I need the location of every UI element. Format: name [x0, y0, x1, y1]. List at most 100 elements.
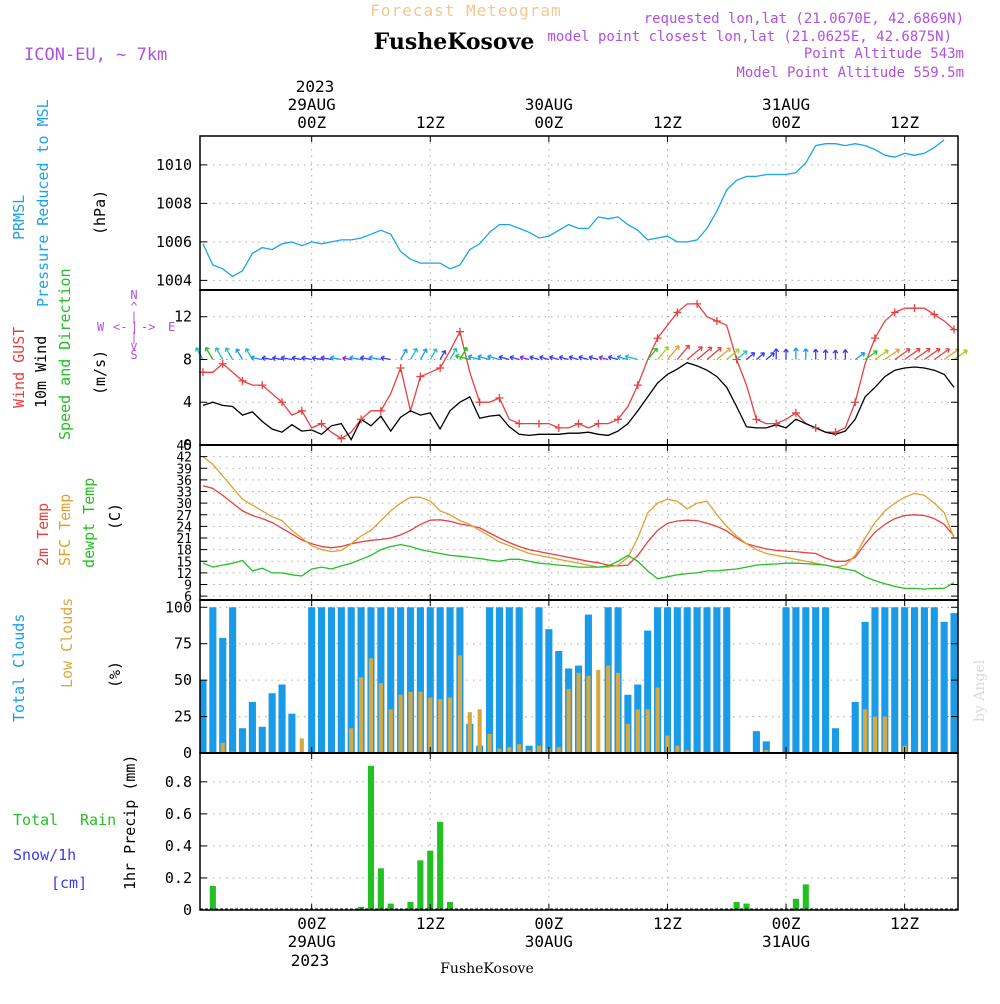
total-clouds-bar [347, 607, 355, 753]
low-clouds-bar [418, 691, 423, 753]
total-clouds-bar [683, 607, 691, 753]
gust-marker [851, 398, 860, 407]
total-clouds-bar [525, 745, 533, 753]
total-clouds-bar [308, 607, 316, 753]
total-clouds-bar [930, 607, 938, 753]
wind-direction-arrow [204, 346, 214, 360]
total-clouds-bar [545, 629, 553, 753]
total-clouds-bar [891, 607, 899, 753]
y-tick-label: 27 [176, 509, 192, 524]
low-clouds-bar [536, 745, 542, 753]
gust-marker [950, 325, 959, 334]
total-clouds-bar [782, 607, 790, 753]
total-clouds-bar [693, 607, 701, 753]
precip-bar [377, 868, 384, 910]
total-clouds-bar [644, 630, 652, 753]
y-tick-label: 1006 [156, 233, 192, 251]
wind-direction-arrow [330, 355, 342, 361]
total-clouds-bar [238, 728, 247, 753]
total-clouds-bar [406, 607, 415, 753]
total-clouds-bar [654, 607, 662, 753]
wind-direction-arrow [539, 354, 550, 361]
wind-direction-arrow [280, 355, 293, 361]
wind-speed-line [202, 361, 955, 442]
bottom-hour-label: 12Z [653, 914, 682, 933]
low-clouds-bar [625, 723, 630, 753]
total-clouds-bar [663, 607, 672, 753]
gust-marker [218, 359, 227, 368]
y-tick-label: 39 [176, 462, 192, 477]
low-clouds-bar [566, 688, 571, 753]
requested-coords: requested lon,lat (21.0670E, 42.6869N) [644, 11, 964, 27]
wind-direction-arrow [624, 354, 638, 361]
precip-bar [367, 765, 375, 910]
low-clouds-bar [497, 748, 502, 753]
wind-direction-arrow [368, 355, 382, 361]
total-clouds-bar [713, 607, 721, 753]
compass-south: S [130, 348, 137, 362]
wind-direction-arrow [686, 346, 703, 360]
top-hour-label: 00Z [534, 113, 563, 132]
top-hour-label: 00Z [772, 113, 801, 132]
wind-direction-arrow [884, 348, 900, 361]
wind-direction-arrow [894, 348, 911, 361]
gust-marker [337, 434, 346, 443]
compass-glyph: <- [113, 320, 127, 334]
wind-direction-arrow [359, 355, 372, 361]
total-clouds-bar [317, 607, 326, 753]
gust-marker [475, 398, 484, 407]
low-clouds-bar [685, 750, 690, 753]
location-title: FusheKosove [374, 29, 535, 55]
top-hour-label: 00Z [297, 113, 326, 132]
wind-label: 10m Wind [32, 336, 50, 408]
temp-unit-label: (C) [106, 503, 124, 530]
y-tick-label: 42 [176, 451, 192, 466]
wind-direction-arrow [519, 354, 530, 361]
gust-marker [930, 310, 939, 319]
wind-direction-arrow [250, 355, 263, 361]
gust-marker [416, 372, 425, 381]
total-clouds-bar [792, 607, 800, 753]
low-clouds-bar [487, 734, 492, 753]
bottom-hour-label: 12Z [416, 914, 445, 933]
low-clouds-bar [477, 709, 482, 753]
gust-marker [594, 419, 603, 428]
y-tick-label: 24 [176, 520, 192, 535]
low-clouds-bar [527, 750, 532, 753]
low-clouds-bar [645, 709, 650, 753]
low-clouds-bar [576, 672, 581, 753]
precip-bar [387, 903, 394, 910]
gust-label: Wind GUST [10, 327, 28, 408]
dewpt-label: dewpt Temp [80, 478, 98, 568]
gust-marker [772, 419, 781, 428]
temp-2m-line [202, 485, 955, 567]
y-tick-label: 45 [176, 439, 192, 454]
total-clouds-bar [377, 607, 385, 753]
bottom-year: 2023 [291, 951, 330, 970]
pressure-line [202, 139, 945, 278]
wind-direction-arrow [802, 348, 809, 360]
wind-direction-arrow [793, 347, 799, 360]
low-clouds-bar [517, 744, 522, 753]
wind-direction-arrow [467, 354, 480, 361]
clouds-unit-label: (%) [106, 661, 124, 688]
sfc-temp-label: SFC Temp [56, 494, 74, 566]
total-clouds-bar [901, 607, 909, 753]
y-tick-label: 15 [176, 555, 192, 570]
y-tick-label: 0 [183, 436, 192, 454]
wind-direction-arrow [676, 344, 690, 360]
footer-location: FusheKosove [440, 961, 534, 977]
compass-east: E [168, 320, 175, 334]
wind-direction-arrow [822, 349, 829, 360]
wind-direction-arrow [874, 349, 889, 361]
low-clouds-bar [388, 709, 393, 753]
gust-marker [673, 308, 682, 317]
total-clouds-bar [416, 607, 424, 753]
precip-bar [358, 906, 365, 910]
total-clouds-bar [703, 607, 711, 753]
gust-marker [534, 419, 543, 428]
y-tick-label: 12 [176, 567, 192, 582]
precip-unit-label: 1hr Precip (mm) [121, 755, 139, 890]
wind-direction-arrow [773, 348, 780, 360]
